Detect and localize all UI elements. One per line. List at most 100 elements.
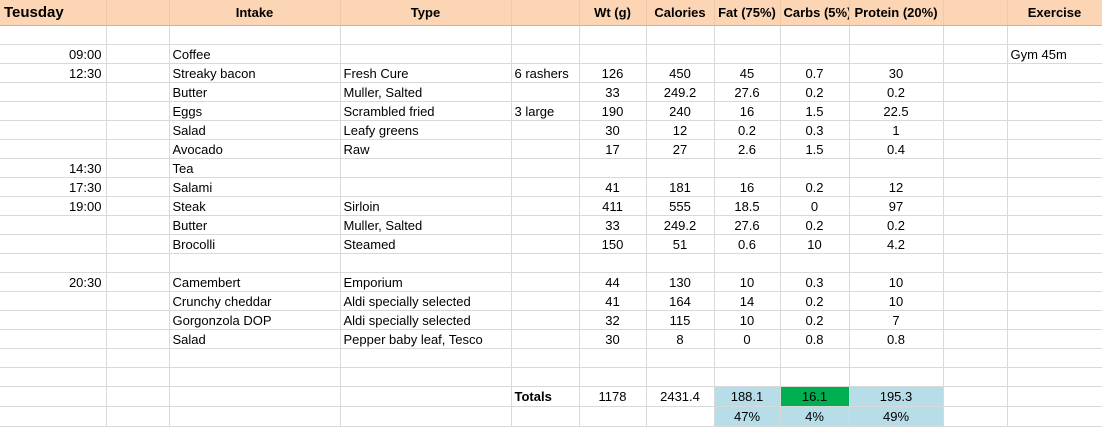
blank-cell[interactable] [943, 310, 1008, 330]
protein-cell[interactable]: 1 [849, 120, 944, 140]
protein-cell[interactable]: 7 [849, 310, 944, 330]
fat-cell[interactable]: 0.2 [714, 120, 781, 140]
fat-cell[interactable]: 16 [714, 101, 781, 121]
type-cell[interactable] [340, 177, 512, 197]
fat-cell[interactable]: 2.6 [714, 139, 781, 159]
protein-cell[interactable]: 0.2 [849, 215, 944, 235]
exercise-header[interactable]: Exercise [1007, 0, 1102, 26]
quantity-cell[interactable] [511, 196, 580, 216]
carbs-cell[interactable]: 0.2 [780, 177, 850, 197]
calories-cell[interactable]: 115 [646, 310, 715, 330]
time-cell[interactable] [0, 310, 107, 330]
blank-cell[interactable] [106, 253, 170, 273]
intake-cell[interactable]: Tea [169, 158, 341, 178]
exercise-cell[interactable] [1007, 158, 1102, 178]
exercise-cell[interactable] [1007, 234, 1102, 254]
fat-cell[interactable] [714, 367, 781, 387]
calories-cell[interactable]: 240 [646, 101, 715, 121]
quantity-cell[interactable] [511, 120, 580, 140]
fat-cell[interactable]: 16 [714, 177, 781, 197]
protein-cell[interactable]: 0.2 [849, 82, 944, 102]
intake-cell[interactable]: Butter [169, 215, 341, 235]
blank-cell[interactable] [943, 367, 1008, 387]
time-cell[interactable]: 14:30 [0, 158, 107, 178]
wt-cell[interactable]: 32 [579, 310, 647, 330]
protein-cell[interactable]: 12 [849, 177, 944, 197]
type-cell[interactable]: Sirloin [340, 196, 512, 216]
time-cell[interactable] [0, 82, 107, 102]
time-cell[interactable] [0, 329, 107, 349]
protein-cell[interactable]: 0.8 [849, 329, 944, 349]
wt-cell[interactable]: 411 [579, 196, 647, 216]
protein-cell[interactable] [849, 44, 944, 64]
protein-cell[interactable] [849, 158, 944, 178]
blank-cell[interactable] [943, 329, 1008, 349]
exercise-cell[interactable] [1007, 367, 1102, 387]
blank-cell[interactable] [943, 348, 1008, 368]
carbs-cell[interactable]: 1.5 [780, 101, 850, 121]
totals-label[interactable]: Totals [511, 386, 580, 407]
calories-cell[interactable]: 249.2 [646, 82, 715, 102]
calories-cell[interactable]: 130 [646, 272, 715, 292]
fat-cell[interactable] [714, 348, 781, 368]
blank-cell[interactable] [579, 406, 647, 427]
wt-cell[interactable]: 30 [579, 120, 647, 140]
type-cell[interactable]: Aldi specially selected [340, 291, 512, 311]
exercise-cell[interactable] [1007, 101, 1102, 121]
blank-cell[interactable] [943, 272, 1008, 292]
wt-cell[interactable]: 17 [579, 139, 647, 159]
calories-cell[interactable] [646, 25, 715, 45]
total-wt[interactable]: 1178 [579, 386, 647, 407]
fat-cell[interactable]: 18.5 [714, 196, 781, 216]
carbs-cell[interactable] [780, 367, 850, 387]
quantity-cell[interactable] [511, 348, 580, 368]
total-carbs[interactable]: 16.1 [780, 386, 850, 407]
intake-cell[interactable] [169, 367, 341, 387]
wt-cell[interactable]: 30 [579, 329, 647, 349]
protein-cell[interactable]: 22.5 [849, 101, 944, 121]
blank-cell[interactable] [0, 386, 107, 407]
type-cell[interactable] [340, 44, 512, 64]
fat-cell[interactable] [714, 253, 781, 273]
type-cell[interactable]: Raw [340, 139, 512, 159]
time-cell[interactable] [0, 253, 107, 273]
calories-cell[interactable]: 164 [646, 291, 715, 311]
intake-cell[interactable]: Salad [169, 120, 341, 140]
wt-cell[interactable]: 44 [579, 272, 647, 292]
type-cell[interactable]: Fresh Cure [340, 63, 512, 83]
time-cell[interactable] [0, 367, 107, 387]
time-cell[interactable] [0, 120, 107, 140]
blank-cell[interactable] [106, 158, 170, 178]
fat-cell[interactable] [714, 25, 781, 45]
calories-cell[interactable] [646, 158, 715, 178]
type-cell[interactable] [340, 253, 512, 273]
fat-cell[interactable]: 27.6 [714, 82, 781, 102]
calories-cell[interactable] [646, 44, 715, 64]
type-cell[interactable]: Emporium [340, 272, 512, 292]
type-cell[interactable]: Muller, Salted [340, 215, 512, 235]
blank-cell[interactable] [106, 291, 170, 311]
exercise-cell[interactable] [1007, 177, 1102, 197]
blank-cell[interactable] [169, 386, 341, 407]
blank-cell[interactable] [169, 406, 341, 427]
type-cell[interactable]: Muller, Salted [340, 82, 512, 102]
quantity-cell[interactable] [511, 234, 580, 254]
blank-cell[interactable] [943, 82, 1008, 102]
carbs-header[interactable]: Carbs (5%) [780, 0, 850, 26]
wt-cell[interactable]: 126 [579, 63, 647, 83]
intake-cell[interactable]: Butter [169, 82, 341, 102]
carbs-cell[interactable] [780, 25, 850, 45]
carbs-cell[interactable]: 0.2 [780, 291, 850, 311]
fat-cell[interactable]: 14 [714, 291, 781, 311]
day-header[interactable]: Teusday [0, 0, 107, 26]
time-cell[interactable] [0, 101, 107, 121]
calories-cell[interactable]: 8 [646, 329, 715, 349]
calories-cell[interactable]: 51 [646, 234, 715, 254]
calories-cell[interactable]: 555 [646, 196, 715, 216]
blank-cell[interactable] [943, 63, 1008, 83]
blank-cell[interactable] [943, 44, 1008, 64]
blank-cell[interactable] [1007, 406, 1102, 427]
exercise-cell[interactable] [1007, 253, 1102, 273]
exercise-cell[interactable] [1007, 329, 1102, 349]
exercise-cell[interactable] [1007, 196, 1102, 216]
